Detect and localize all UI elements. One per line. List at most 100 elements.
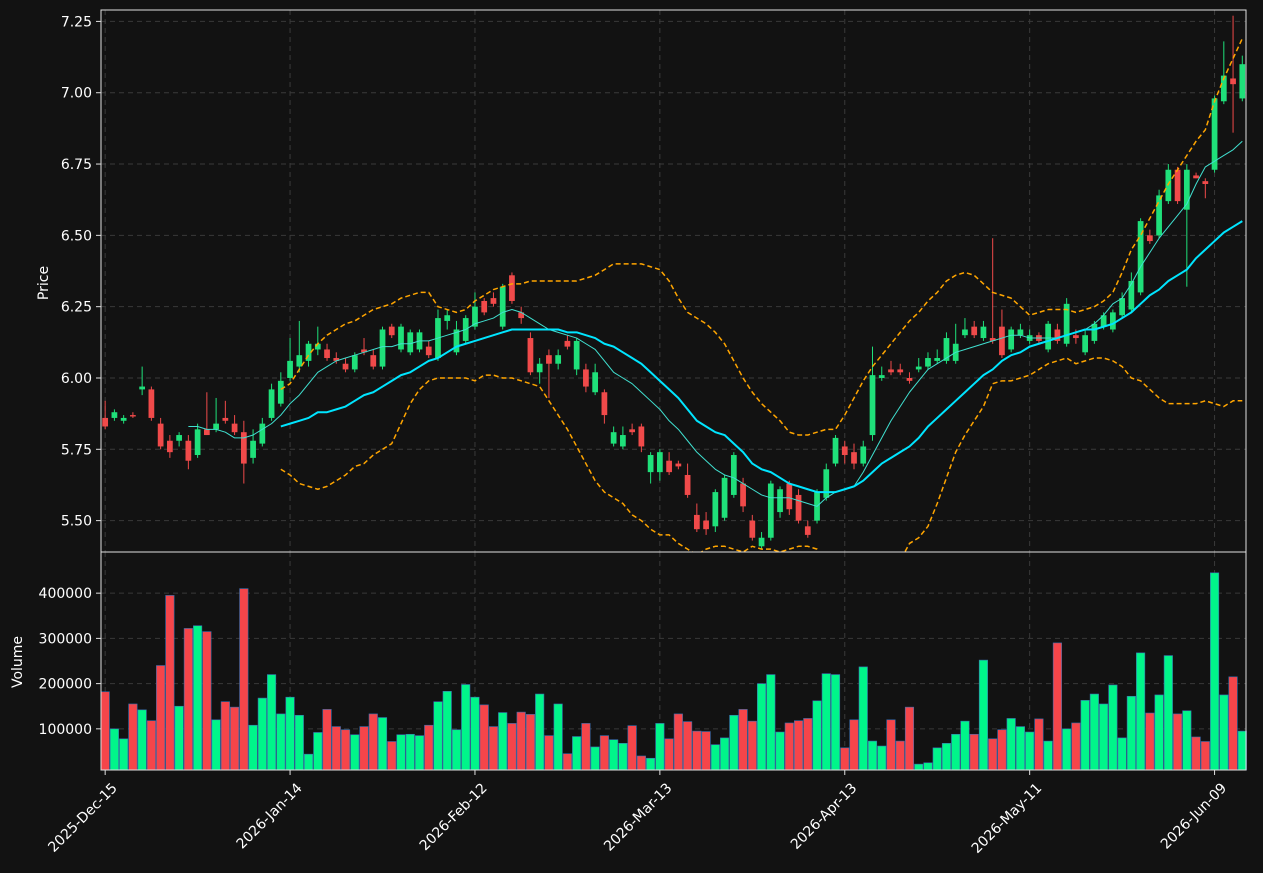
volume-bar [414,735,425,771]
volume-bar [821,673,831,771]
candle-body [777,489,783,513]
volume-bar [683,721,693,771]
candle-body [167,440,173,453]
volume-bar [710,744,720,771]
y-tick-label: 7.25 [61,14,92,30]
volume-bar [405,733,415,771]
volume-bar [1089,693,1099,771]
volume-bar [1025,731,1035,771]
volume-bar [720,737,730,771]
candle-body [1146,235,1153,242]
candle-body [915,366,922,370]
candle-body [185,440,192,461]
volume-bar [146,720,156,771]
volume-bar [1099,703,1109,771]
candle-body [583,369,589,387]
volume-bar [1006,718,1016,771]
y-tick-label: 6.25 [61,300,92,316]
candle-body [1202,181,1209,185]
candle-body [740,483,746,507]
volume-bar [941,743,952,771]
candle-body [786,483,793,510]
candle-body [305,343,312,361]
candle-body [943,338,950,361]
candle-body [499,286,506,327]
candle-body [897,369,904,373]
volume-bar [1015,726,1025,771]
volume-bar [664,738,674,771]
y-tick-label: 5.50 [61,514,92,530]
candle-body [231,423,238,433]
indicator-line [280,38,1243,436]
volume-bar [387,741,397,771]
candle-body [934,358,941,361]
candle-body [1091,323,1098,341]
indicator-line [280,357,1243,552]
volume-bar [738,709,748,771]
candle-body [1082,335,1089,353]
candle-body [1230,78,1236,85]
volume-bar [119,738,129,771]
candle-body [962,329,968,336]
volume-bar [1228,676,1238,771]
candle-body [527,338,534,373]
candle-body [1193,175,1199,179]
volume-bar [923,762,933,771]
volume-bar [451,729,462,771]
volume-bar [239,588,249,771]
volume-bar [803,718,813,771]
candle-body [1220,75,1227,102]
candle-body [878,375,885,378]
volume-bar [211,719,221,771]
volume-bar [599,735,609,771]
candle-body [388,326,395,336]
volume-bar [609,739,619,771]
volume-bar [932,747,942,771]
candle-body [620,435,626,447]
candle-body [592,372,599,393]
volume-bar [951,733,961,771]
candle-body [481,300,488,313]
candle-body [222,417,229,421]
volume-bar [581,723,591,771]
y-tick-label: 300000 [39,631,92,647]
volume-bar [525,714,535,771]
volume-bar [692,730,702,771]
volume-bar [618,743,628,771]
candle-body [268,389,275,418]
volume-bar [230,706,240,771]
candle-body [157,423,164,447]
volume-bar [248,724,258,771]
candle-body [610,432,617,444]
volume-bar [1200,741,1210,771]
volume-bar [535,693,545,771]
candle-body [111,412,118,418]
volume-bar [1062,728,1072,771]
volume-bar [1191,736,1201,771]
volume-bar [1173,713,1183,771]
volume-marks [100,572,1247,771]
candle-body [925,358,931,367]
candle-body [490,298,497,304]
candle-body [869,375,876,436]
candle-body [1063,303,1070,344]
volume-bar [359,726,369,771]
candle-body [971,326,978,336]
volume-bar [303,753,314,771]
candle-body [795,494,802,521]
candle-body [398,326,404,350]
volume-bar [673,713,683,771]
volume-bar [433,701,443,771]
candle-body [102,417,109,427]
candle-body [758,537,765,547]
candle-body [379,329,386,367]
volume-bar [488,726,499,771]
volume-bar [636,755,646,771]
candle-body [1119,298,1125,316]
candle-body [1174,169,1181,202]
volume-bar [331,726,341,771]
indicator-line [280,220,1243,494]
candle-body [712,492,719,527]
volume-bar [849,719,859,771]
candle-body [693,514,700,530]
